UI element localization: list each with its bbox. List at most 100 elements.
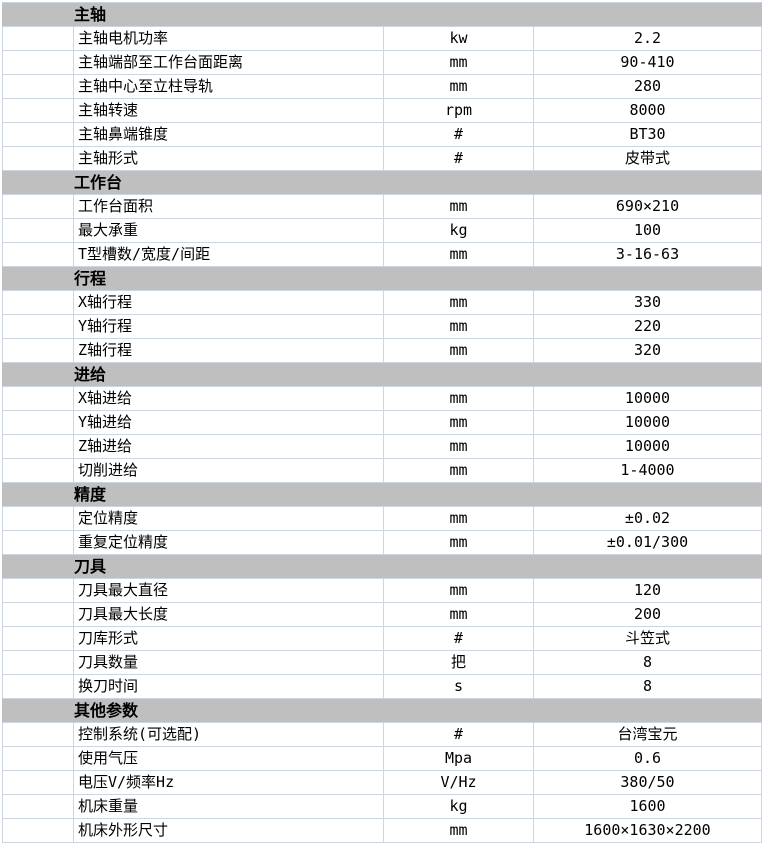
row-unit: mm — [383, 818, 534, 843]
row-value: 320 — [532, 338, 763, 363]
row-value: 10000 — [532, 386, 763, 411]
table-row: 工作台面积 mm 690×210 — [2, 194, 763, 219]
row-label: 主轴鼻端锥度 — [73, 122, 384, 147]
row-value: 斗笠式 — [532, 626, 763, 651]
table-row: 最大承重 kg 100 — [2, 218, 763, 243]
row-empty-cell — [2, 122, 74, 147]
row-label: 刀具数量 — [73, 650, 384, 675]
row-unit: mm — [383, 434, 534, 459]
section-header-row: 精度 — [1, 482, 763, 507]
row-label: Z轴进给 — [73, 434, 384, 459]
table-row: 主轴端部至工作台面距离 mm 90-410 — [2, 50, 763, 75]
table-row: 主轴形式 # 皮带式 — [2, 146, 763, 171]
row-empty-cell — [2, 674, 74, 699]
row-unit: kg — [383, 794, 534, 819]
row-unit: kw — [383, 26, 534, 51]
row-empty-cell — [2, 530, 74, 555]
row-value: ±0.02 — [532, 506, 763, 531]
row-unit: mm — [383, 578, 534, 603]
row-label: Z轴行程 — [73, 338, 384, 363]
row-label: 主轴形式 — [73, 146, 384, 171]
row-unit: mm — [383, 74, 534, 99]
row-label: 工作台面积 — [73, 194, 384, 219]
row-value: 1600 — [532, 794, 763, 819]
table-row: 定位精度 mm ±0.02 — [2, 506, 763, 531]
row-label: Y轴行程 — [73, 314, 384, 339]
row-value: 1-4000 — [532, 458, 763, 483]
row-value: 8 — [532, 674, 763, 699]
row-label: 刀库形式 — [73, 626, 384, 651]
row-empty-cell — [2, 50, 74, 75]
row-empty-cell — [2, 650, 74, 675]
row-value: 10000 — [532, 410, 763, 435]
row-empty-cell — [2, 290, 74, 315]
row-unit: mm — [383, 314, 534, 339]
table-row: Z轴行程 mm 320 — [2, 338, 763, 363]
row-value: 8000 — [532, 98, 763, 123]
row-unit: mm — [383, 410, 534, 435]
row-value: 200 — [532, 602, 763, 627]
row-unit: rpm — [383, 98, 534, 123]
row-empty-cell — [2, 578, 74, 603]
table-row: 换刀时间 s 8 — [2, 674, 763, 699]
row-empty-cell — [2, 746, 74, 771]
row-empty-cell — [2, 146, 74, 171]
section-header-row: 主轴 — [1, 2, 763, 27]
section-title: 主轴 — [1, 2, 763, 27]
section-header-row: 行程 — [1, 266, 763, 291]
table-row: 电压V/频率Hz V/Hz 380/50 — [2, 770, 763, 795]
table-row: 刀具最大直径 mm 120 — [2, 578, 763, 603]
row-empty-cell — [2, 386, 74, 411]
row-unit: mm — [383, 386, 534, 411]
row-label: 机床重量 — [73, 794, 384, 819]
row-label: X轴行程 — [73, 290, 384, 315]
row-label: 最大承重 — [73, 218, 384, 243]
row-empty-cell — [2, 26, 74, 51]
row-empty-cell — [2, 410, 74, 435]
row-empty-cell — [2, 458, 74, 483]
row-unit: V/Hz — [383, 770, 534, 795]
row-label: 主轴转速 — [73, 98, 384, 123]
table-row: 刀库形式 # 斗笠式 — [2, 626, 763, 651]
row-value: 280 — [532, 74, 763, 99]
section-title: 刀具 — [1, 554, 763, 579]
section-header-row: 工作台 — [1, 170, 763, 195]
row-value: 10000 — [532, 434, 763, 459]
row-value: 100 — [532, 218, 763, 243]
table-row: 刀具数量把 8 — [2, 650, 763, 675]
row-unit: mm — [383, 506, 534, 531]
row-unit: mm — [383, 458, 534, 483]
table-row: 重复定位精度 mm ±0.01/300 — [2, 530, 763, 555]
row-unit: mm — [383, 50, 534, 75]
row-unit: mm — [383, 290, 534, 315]
section-header-row: 其他参数 — [1, 698, 763, 723]
table-row: 刀具最大长度 mm 200 — [2, 602, 763, 627]
row-unit: # — [383, 122, 534, 147]
row-label: 换刀时间 — [73, 674, 384, 699]
row-label: Y轴进给 — [73, 410, 384, 435]
row-label: 机床外形尺寸 — [73, 818, 384, 843]
row-label: 主轴中心至立柱导轨 — [73, 74, 384, 99]
row-unit: mm — [383, 602, 534, 627]
row-empty-cell — [2, 98, 74, 123]
row-empty-cell — [2, 506, 74, 531]
row-value: 2.2 — [532, 26, 763, 51]
row-label: 使用气压 — [73, 746, 384, 771]
section-title: 进给 — [1, 362, 763, 387]
row-unit: mm — [383, 530, 534, 555]
row-label: 刀具最大直径 — [73, 578, 384, 603]
section-header-row: 进给 — [1, 362, 763, 387]
row-unit: # — [383, 146, 534, 171]
row-unit: Mpa — [383, 746, 534, 771]
row-empty-cell — [2, 722, 74, 747]
table-row: 主轴中心至立柱导轨 mm 280 — [2, 74, 763, 99]
table-row: X轴行程 mm 330 — [2, 290, 763, 315]
row-unit: kg — [383, 218, 534, 243]
row-unit: mm — [383, 338, 534, 363]
row-label: 定位精度 — [73, 506, 384, 531]
row-empty-cell — [2, 770, 74, 795]
row-empty-cell — [2, 242, 74, 267]
section-title: 行程 — [1, 266, 763, 291]
